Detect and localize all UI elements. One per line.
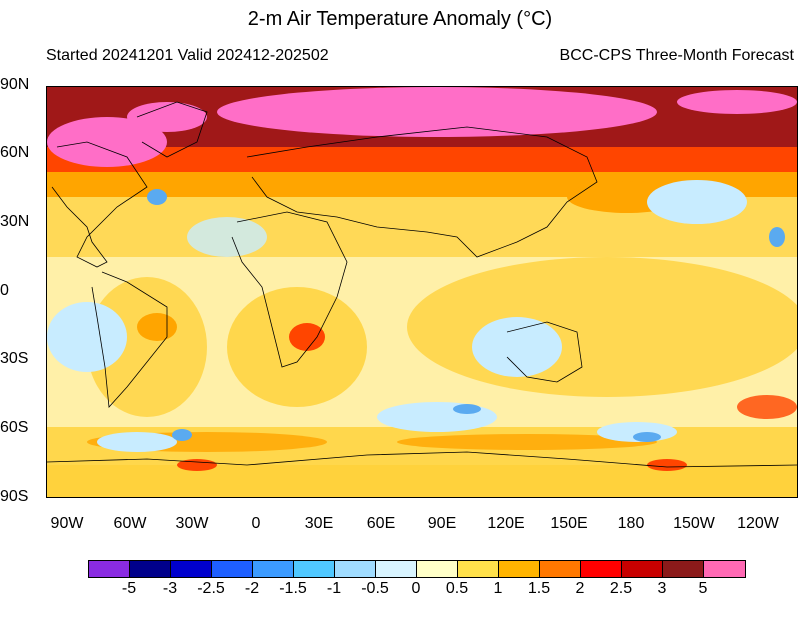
- anomaly-map: [46, 86, 798, 498]
- anomaly-region: [147, 189, 167, 205]
- anomaly-region: [647, 180, 747, 224]
- colorbar-swatch: [335, 561, 376, 577]
- colorbar-swatch: [458, 561, 499, 577]
- lon-label-4: 30E: [304, 515, 334, 532]
- anomaly-region: [47, 117, 167, 167]
- anomaly-region: [177, 459, 217, 471]
- colorbar-swatch: [294, 561, 335, 577]
- lat-label-5: 60S: [0, 419, 29, 436]
- lon-label-2: 30W: [175, 515, 209, 532]
- colorbar-label-10: 1.5: [527, 580, 551, 597]
- chart-title: 2-m Air Temperature Anomaly (°C): [247, 8, 553, 30]
- anomaly-region: [453, 404, 481, 414]
- anomaly-region: [407, 257, 797, 397]
- anomaly-region: [472, 317, 562, 377]
- anomaly-region: [172, 429, 192, 441]
- anomaly-region: [97, 432, 177, 452]
- colorbar-label-14: 5: [698, 580, 708, 597]
- coastline: [136, 101, 208, 158]
- colorbar-label-2: -2.5: [197, 580, 225, 597]
- colorbar-label-1: -3: [162, 580, 178, 597]
- model-name: BCC-CPS Three-Month Forecast: [559, 47, 794, 64]
- colorbar-label-12: 2.5: [609, 580, 633, 597]
- anomaly-region: [677, 90, 797, 114]
- colorbar-swatch: [663, 561, 704, 577]
- colorbar-swatch: [581, 561, 622, 577]
- forecast-dates: Started 20241201 Valid 202412-202502: [46, 47, 329, 64]
- colorbar-label-8: 0.5: [445, 580, 469, 597]
- colorbar-label-11: 2: [575, 580, 585, 597]
- colorbar-label-7: 0: [411, 580, 421, 597]
- colorbar-label-9: 1: [493, 580, 503, 597]
- coastline: [246, 126, 598, 258]
- colorbar: [88, 560, 746, 578]
- lat-label-3: 0: [0, 282, 9, 299]
- colorbar-label-5: -1: [326, 580, 342, 597]
- colorbar-swatch: [89, 561, 130, 577]
- lon-label-6: 90E: [427, 515, 457, 532]
- lat-label-6: 90S: [0, 488, 29, 505]
- anomaly-region: [397, 434, 657, 450]
- lat-label-0: 90N: [0, 76, 30, 93]
- anomaly-region: [289, 323, 325, 351]
- lon-label-8: 150E: [550, 515, 588, 532]
- lon-label-10: 150W: [673, 515, 715, 532]
- anomaly-region: [47, 465, 797, 497]
- colorbar-swatch: [417, 561, 458, 577]
- colorbar-label-13: 3: [657, 580, 667, 597]
- colorbar-label-6: -0.5: [361, 580, 389, 597]
- lon-label-7: 120E: [487, 515, 525, 532]
- lat-label-4: 30S: [0, 350, 29, 367]
- lon-label-0: 90W: [50, 515, 84, 532]
- colorbar-swatch: [253, 561, 294, 577]
- anomaly-region: [187, 217, 267, 257]
- lon-label-9: 180: [617, 515, 645, 532]
- anomaly-region: [769, 227, 785, 247]
- colorbar-label-0: -5: [121, 580, 137, 597]
- anomaly-region: [137, 313, 177, 341]
- anomaly-region: [47, 302, 127, 372]
- anomaly-region: [127, 102, 207, 132]
- anomaly-region: [737, 395, 797, 419]
- colorbar-swatch: [499, 561, 540, 577]
- lat-label-2: 30N: [0, 213, 30, 230]
- coastline: [51, 141, 148, 268]
- colorbar-swatch: [376, 561, 417, 577]
- anomaly-region: [633, 432, 661, 442]
- coastline: [231, 211, 348, 368]
- anomaly-field: [47, 87, 797, 497]
- colorbar-label-4: -1.5: [279, 580, 307, 597]
- lon-label-1: 60W: [113, 515, 147, 532]
- coastline: [47, 451, 797, 468]
- colorbar-swatch: [171, 561, 212, 577]
- colorbar-swatch: [704, 561, 745, 577]
- coastline: [91, 271, 168, 408]
- lon-label-11: 120W: [737, 515, 779, 532]
- anomaly-region: [217, 87, 657, 137]
- coastline: [506, 321, 583, 383]
- colorbar-swatch: [540, 561, 581, 577]
- colorbar-swatch: [622, 561, 663, 577]
- colorbar-swatch: [212, 561, 253, 577]
- colorbar-swatch: [130, 561, 171, 577]
- lon-label-5: 60E: [366, 515, 396, 532]
- lon-label-3: 0: [251, 515, 261, 532]
- colorbar-label-3: -2: [244, 580, 260, 597]
- lat-label-1: 60N: [0, 144, 30, 161]
- anomaly-region: [647, 459, 687, 471]
- anomaly-region: [87, 277, 207, 417]
